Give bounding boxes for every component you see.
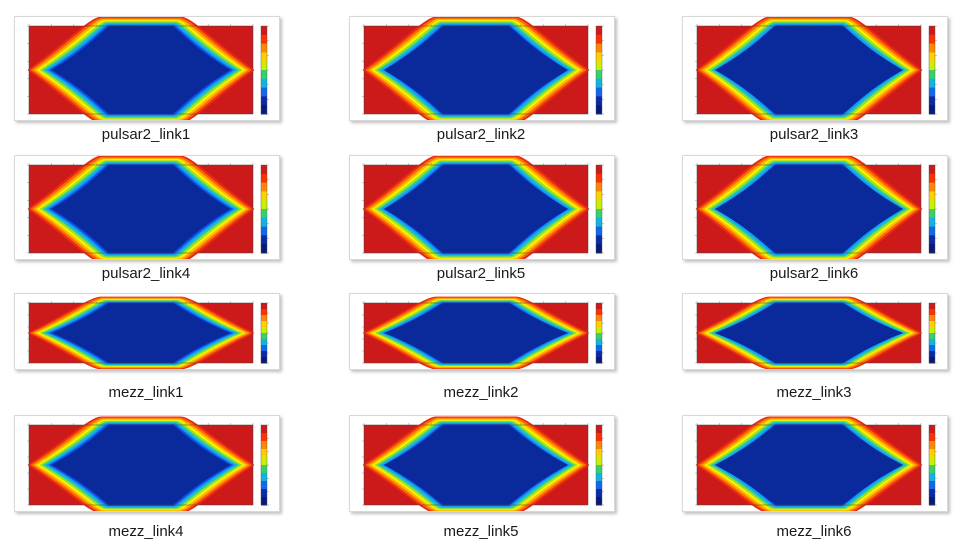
heatmap-plot [362, 296, 590, 369]
heatmap-plot [695, 156, 923, 259]
heatmap-plot [695, 296, 923, 369]
file-thumbnail[interactable] [14, 16, 280, 121]
file-name-label: mezz_link2 [443, 384, 519, 401]
file-thumbnail[interactable] [682, 16, 948, 121]
file-thumbnail[interactable] [349, 16, 615, 121]
heatmap-plot [27, 416, 255, 511]
colorbar [260, 25, 268, 115]
file-name-label: pulsar2_link5 [436, 265, 526, 282]
heatmap-plot [27, 156, 255, 259]
heatmap-plot [27, 296, 255, 369]
heatmap-plot [695, 416, 923, 511]
file-name-label: pulsar2_link4 [101, 265, 191, 282]
file-name-label: pulsar2_link2 [436, 126, 526, 143]
colorbar [260, 302, 268, 364]
file-name-label: pulsar2_link1 [101, 126, 191, 143]
colorbar [928, 424, 936, 506]
file-thumbnail[interactable] [682, 415, 948, 512]
file-thumbnail[interactable] [14, 415, 280, 512]
heatmap-plot [362, 156, 590, 259]
file-thumbnail[interactable] [349, 415, 615, 512]
colorbar [928, 164, 936, 254]
colorbar [928, 25, 936, 115]
file-name-label: mezz_link6 [776, 523, 852, 540]
heatmap-plot [362, 17, 590, 120]
file-thumbnail[interactable] [682, 293, 948, 370]
colorbar [595, 302, 603, 364]
file-thumbnail[interactable] [349, 293, 615, 370]
heatmap-plot [695, 17, 923, 120]
file-name-label: mezz_link4 [108, 523, 184, 540]
file-thumbnail[interactable] [14, 293, 280, 370]
file-name-label: mezz_link1 [108, 384, 184, 401]
colorbar [928, 302, 936, 364]
heatmap-plot [362, 416, 590, 511]
colorbar [260, 424, 268, 506]
colorbar [595, 424, 603, 506]
file-thumbnail[interactable] [349, 155, 615, 260]
file-name-label: mezz_link3 [776, 384, 852, 401]
file-thumbnail[interactable] [682, 155, 948, 260]
colorbar [595, 25, 603, 115]
colorbar [595, 164, 603, 254]
colorbar [260, 164, 268, 254]
file-thumbnail[interactable] [14, 155, 280, 260]
file-name-label: pulsar2_link3 [769, 126, 859, 143]
heatmap-plot [27, 17, 255, 120]
file-name-label: mezz_link5 [443, 523, 519, 540]
file-name-label: pulsar2_link6 [769, 265, 859, 282]
